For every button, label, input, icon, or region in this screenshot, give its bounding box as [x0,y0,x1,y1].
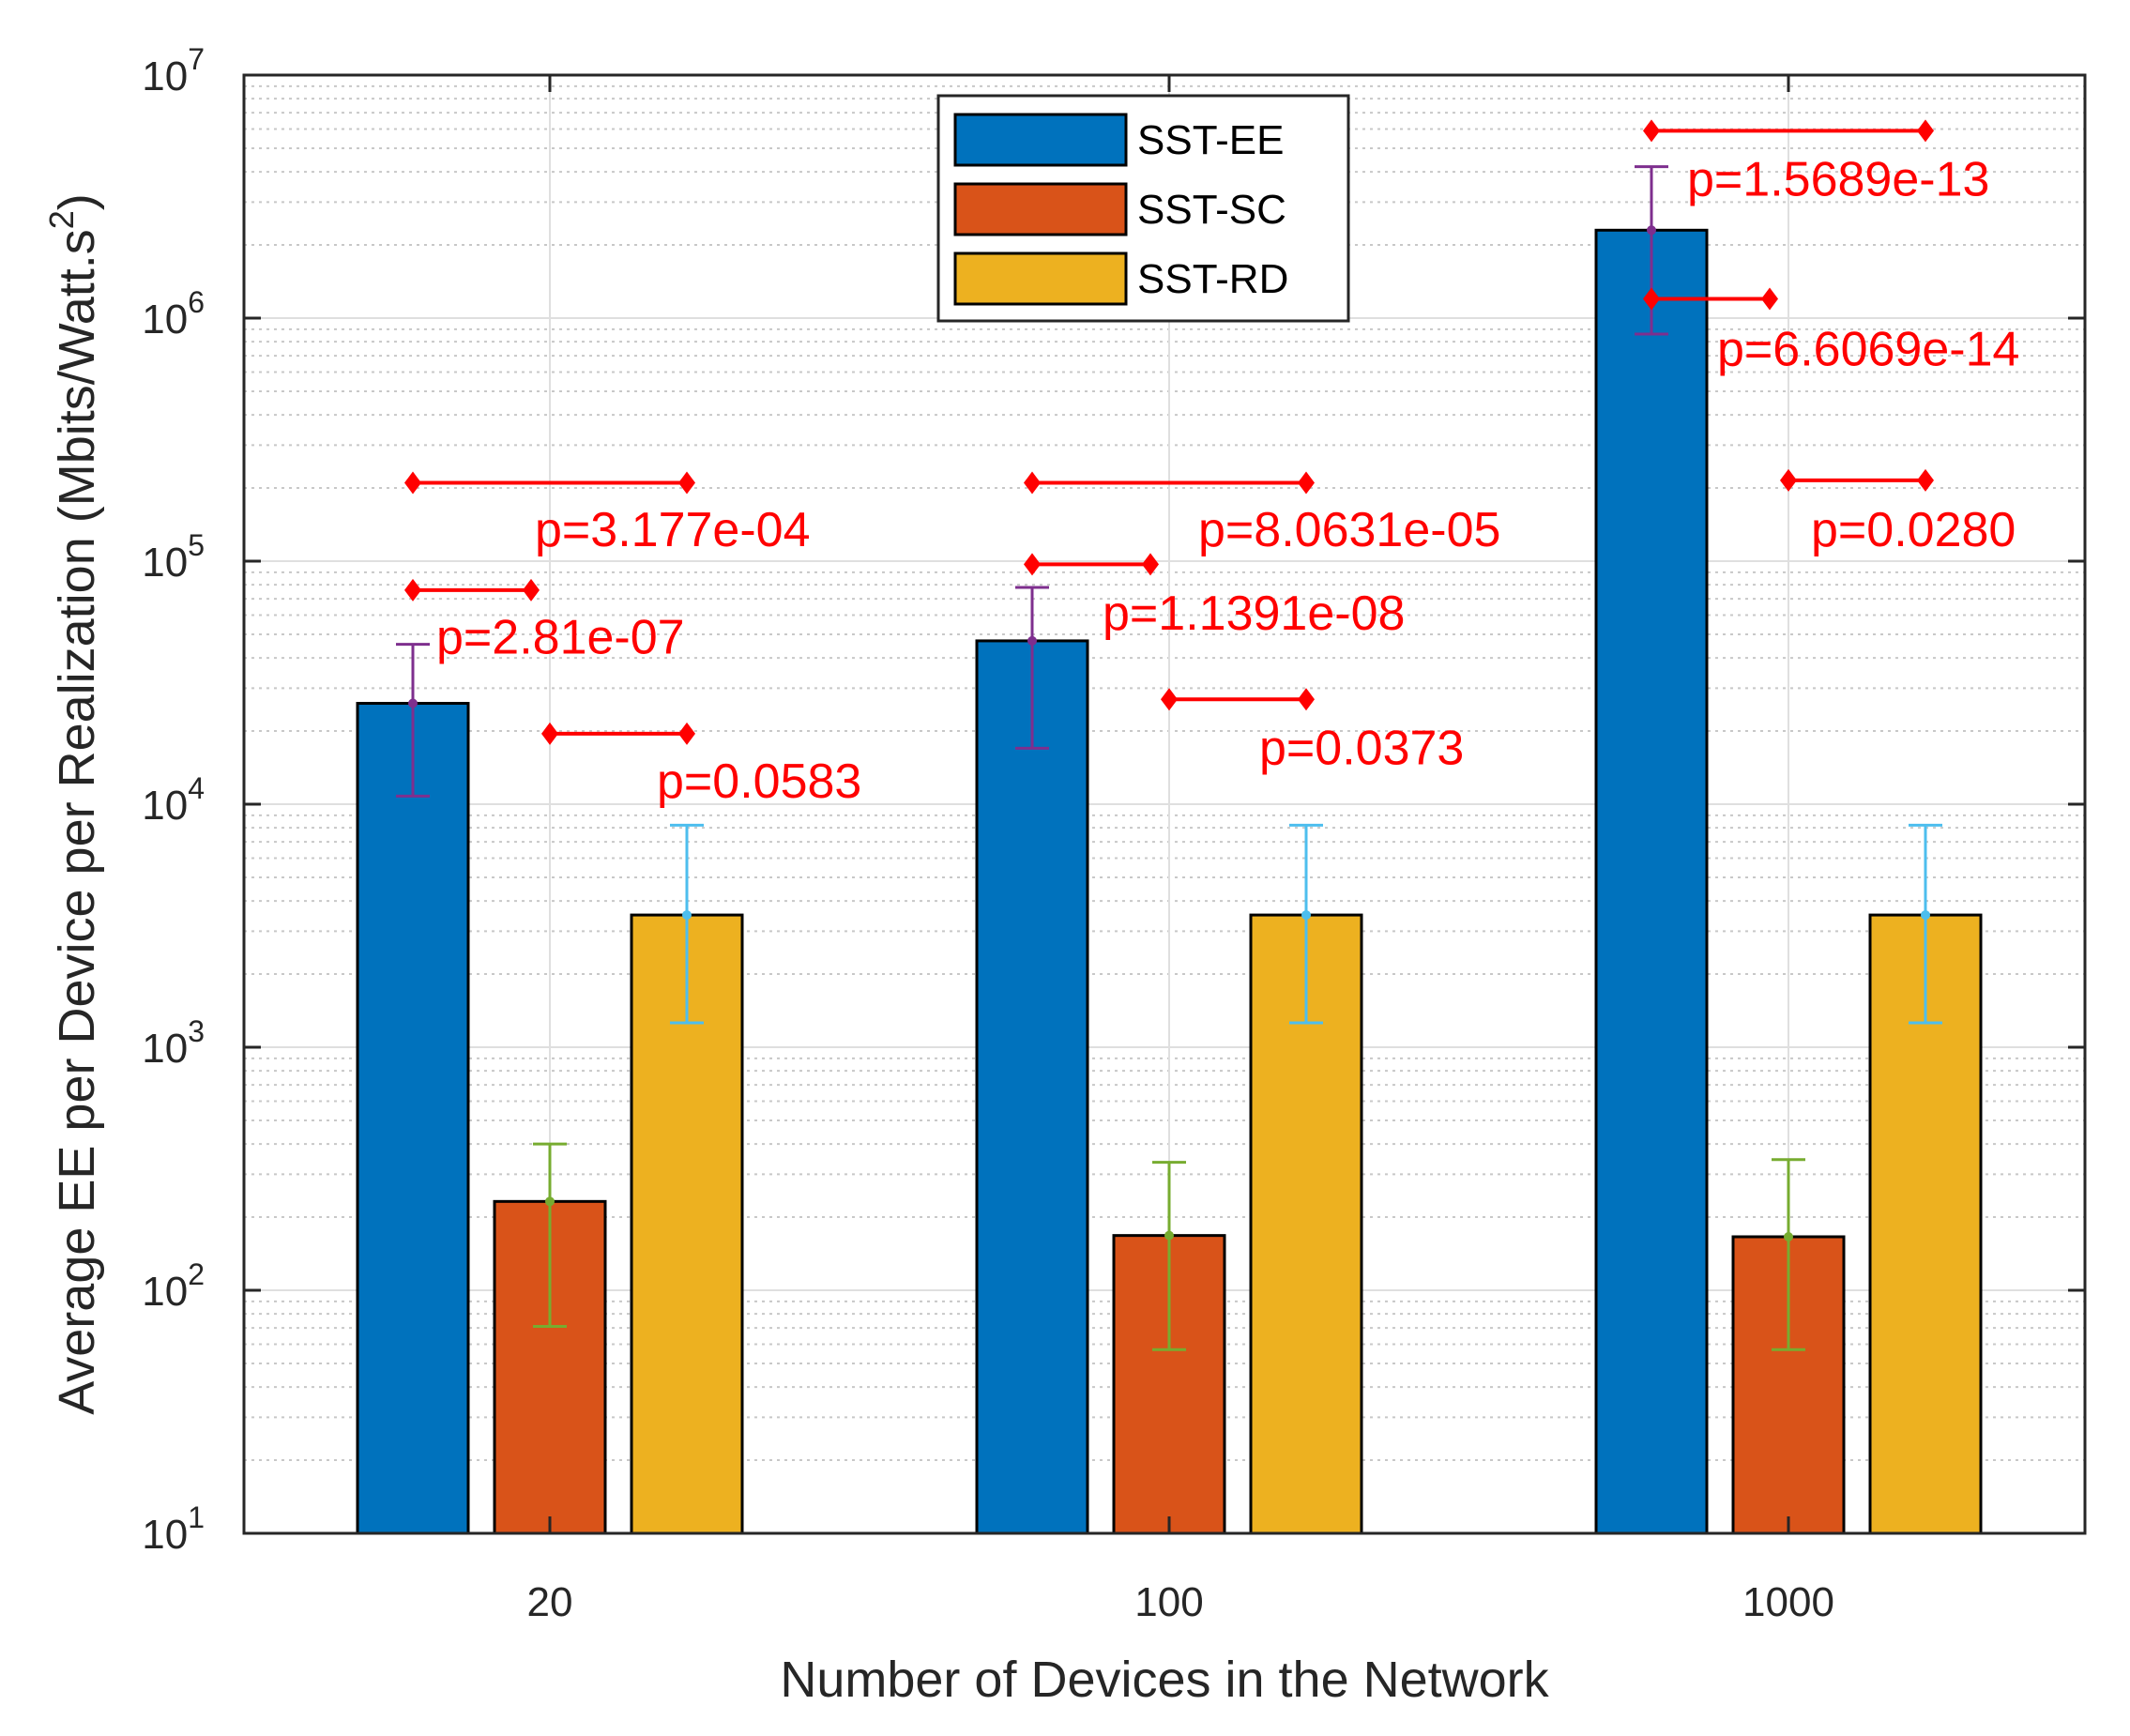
significance-bracket: p=3.177e-04 [404,471,811,557]
significance-marker [1643,287,1660,311]
significance-marker [1161,688,1178,711]
significance-marker [404,578,421,602]
significance-marker [1298,688,1315,711]
p-value-label: p=8.0631e-05 [1198,503,1500,557]
error-bar-mean [545,1196,555,1207]
error-bar-mean [1921,910,1930,921]
significance-marker [678,722,695,745]
p-value-label: p=0.0373 [1259,721,1464,775]
legend-swatch-sst-sc [953,182,1128,236]
y-tick-label: 107 [142,42,205,99]
significance-brackets: p=3.177e-04 p=2.81e-07 p=0.0583 p=8.0631e-0… [404,119,2019,809]
p-value-label: p=0.0280 [1811,503,2016,557]
error-bar [1152,1161,1186,1351]
legend-swatch-sst-rd [953,251,1128,306]
legend-label: SST-RD [1137,256,1288,302]
legend: SST-EE SST-SC SST-RD [936,94,1350,323]
significance-bracket: p=8.0631e-05 [1024,471,1500,557]
x-tick-label: 100 [1134,1579,1203,1625]
bar-sst-ee [1594,228,1709,1535]
significance-bracket: p=0.0280 [1780,468,2016,557]
p-value-label: p=2.81e-07 [436,611,685,665]
error-bar-mean [1784,1231,1793,1241]
legend-label: SST-EE [1137,117,1285,163]
legend-label: SST-SC [1137,187,1286,233]
p-value-label: p=6.6069e-14 [1717,323,2019,377]
error-bar-mean [1647,225,1656,236]
error-bar [670,823,704,1025]
significance-marker [678,471,695,495]
y-tick-label: 103 [142,1014,205,1072]
significance-bracket: p=6.6069e-14 [1643,287,2019,377]
error-bar [1772,1158,1805,1351]
significance-marker [1024,471,1041,495]
error-bar-mean [408,698,418,708]
significance-marker [523,578,540,602]
error-bar-mean [1027,635,1037,646]
error-bar [396,643,430,798]
significance-marker [1761,287,1778,311]
error-bar-mean [682,910,692,921]
x-axis-title: Number of Devices in the Network [780,1652,1549,1708]
significance-marker [1298,471,1315,495]
significance-marker [1643,119,1660,143]
significance-bracket: p=0.0373 [1161,688,1464,775]
significance-marker [541,722,558,745]
significance-marker [1917,468,1934,492]
error-bar-mean [1164,1230,1174,1241]
error-bar [1909,823,1942,1025]
significance-marker [1024,553,1041,576]
p-value-label: p=1.1391e-08 [1103,586,1405,641]
error-bar-mean [1301,910,1311,921]
significance-bracket: p=0.0583 [541,722,861,809]
y-tick-label: 102 [142,1257,205,1315]
p-value-label: p=3.177e-04 [535,503,811,557]
legend-swatch-sst-ee [953,113,1128,167]
error-bar [1289,823,1323,1025]
significance-marker [404,471,421,495]
error-bars [396,165,1942,1351]
bar-sst-ee [975,639,1089,1535]
p-value-label: p=1.5689e-13 [1687,153,1989,207]
axis-ticks: 101 102 103 104 105 106 107 20 100 1000 [142,42,2085,1625]
y-tick-label: 106 [142,285,205,343]
x-tick-label: 20 [527,1579,573,1625]
significance-marker [1780,468,1797,492]
y-tick-label: 101 [142,1500,205,1558]
x-tick-label: 1000 [1742,1579,1834,1625]
significance-marker [1142,553,1159,576]
error-bar [533,1142,567,1329]
y-tick-label: 104 [142,771,205,829]
y-tick-label: 105 [142,528,205,586]
significance-marker [1917,119,1934,143]
p-value-label: p=0.0583 [657,754,861,809]
significance-bracket: p=2.81e-07 [404,578,685,665]
bar-sst-ee [356,702,470,1535]
significance-bracket: p=1.1391e-08 [1024,553,1405,641]
y-axis-title: Average EE per Device per Realization (M… [42,193,105,1415]
significance-bracket: p=1.5689e-13 [1643,119,1989,207]
error-bar [1015,586,1049,750]
